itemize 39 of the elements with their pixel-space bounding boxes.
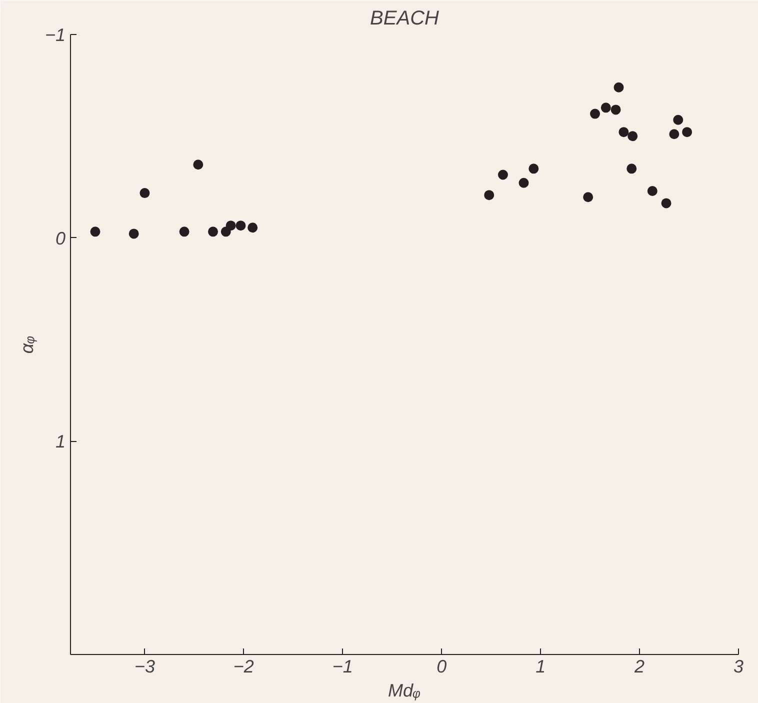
point [614,82,624,92]
point [583,192,594,202]
point [208,226,218,237]
point [647,186,658,196]
point [626,164,637,174]
y-tick-label: −1 [44,25,66,45]
x-tick-label: 0 [436,656,447,676]
point [528,164,539,174]
point [669,129,680,140]
y-tick-label: 1 [55,432,66,452]
point [590,108,600,119]
x-tick-label: 2 [634,656,645,676]
y-tick-label: 0 [55,228,66,248]
point [673,114,684,125]
point [498,170,508,180]
point [518,178,529,188]
point [628,131,638,142]
x-axis-title: Mdᵩ [388,680,421,700]
point [140,188,150,198]
point [682,127,692,138]
point [179,226,190,237]
x-tick-label: 3 [733,656,744,676]
x-tick-label: −1 [332,656,353,676]
point [236,220,246,231]
chart-title: BEACH [370,8,440,30]
point [610,104,621,115]
point [90,226,100,237]
point [484,190,494,200]
point [661,198,672,208]
x-tick-label: 1 [536,656,546,676]
point [128,228,139,239]
x-tick-label: −2 [233,656,254,676]
x-tick-label: −3 [134,656,155,676]
point [600,102,611,113]
point [193,160,204,170]
point [618,127,629,138]
point [248,222,258,233]
point [226,220,236,231]
y-axis-title: αᵩ [16,335,37,354]
